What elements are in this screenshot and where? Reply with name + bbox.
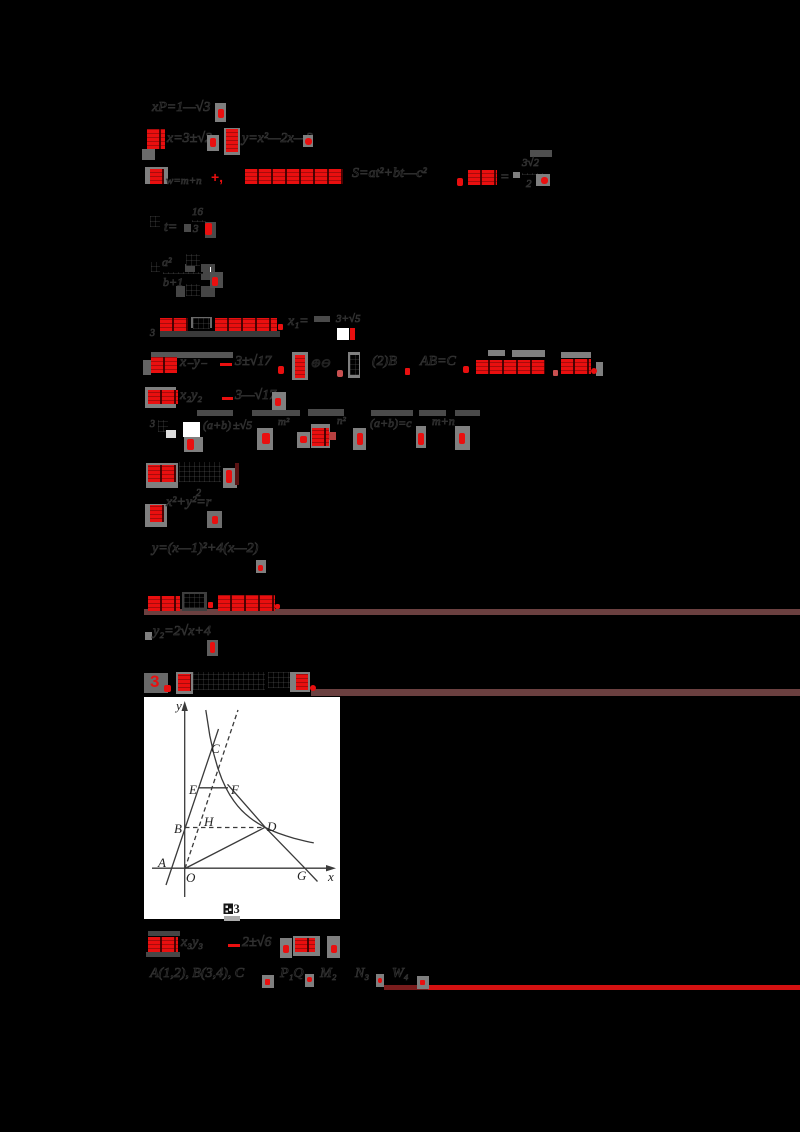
svg-text:C: C xyxy=(211,741,220,756)
svg-text:x: x xyxy=(327,869,334,884)
svg-text:3: 3 xyxy=(234,902,240,916)
svg-text:B: B xyxy=(174,821,182,836)
svg-text:y: y xyxy=(174,698,182,713)
svg-text:A: A xyxy=(157,855,166,870)
svg-text:F: F xyxy=(230,782,240,797)
svg-text:O: O xyxy=(186,870,196,885)
svg-text:H: H xyxy=(203,814,214,829)
svg-text:D: D xyxy=(266,819,277,834)
svg-text:E: E xyxy=(188,782,197,797)
svg-text:G: G xyxy=(297,868,307,883)
